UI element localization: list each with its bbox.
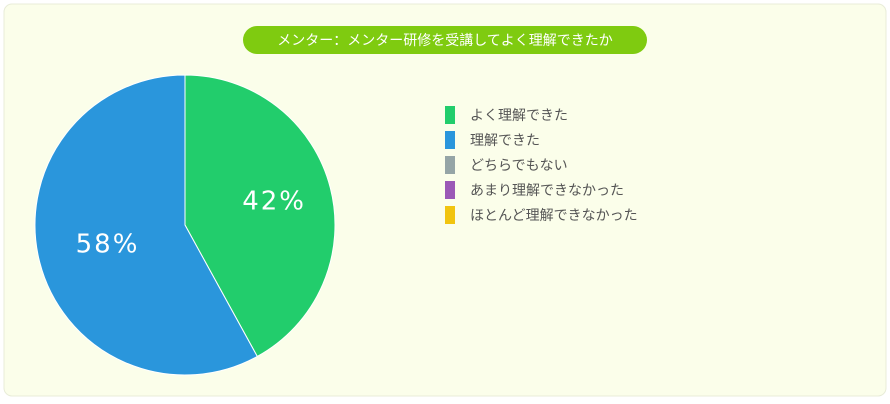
legend-swatch <box>445 181 455 199</box>
pie-slice <box>184 74 336 358</box>
legend-swatch <box>445 131 455 149</box>
slice-label: 58% <box>76 229 140 259</box>
legend-label: どちらでもない <box>470 158 568 174</box>
legend-swatch <box>445 106 455 124</box>
legend-label: 理解できた <box>470 133 540 149</box>
legend-label: あまり理解できなかった <box>470 183 624 199</box>
chart-title: メンター：メンター研修を受講してよく理解できたか <box>277 33 613 49</box>
pie-slice <box>34 74 258 376</box>
legend-label: ほとんど理解できなかった <box>470 208 638 224</box>
legend-swatch <box>445 156 455 174</box>
title-pill <box>243 26 647 54</box>
legend-label: よく理解できた <box>470 108 568 124</box>
legend-swatch <box>445 206 455 224</box>
slice-label: 42% <box>242 187 306 217</box>
